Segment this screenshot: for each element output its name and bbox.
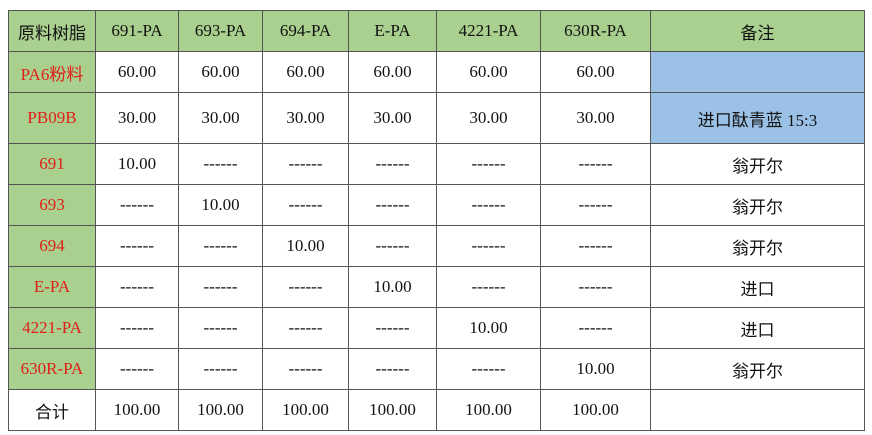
value-cell: ------ [95,266,179,308]
value-cell: ------ [540,184,651,226]
value-cell: 10.00 [540,348,651,390]
row-label: 691 [8,143,96,185]
row-label: 630R-PA [8,348,96,390]
remark-cell: 进口 [650,266,865,308]
value-cell: ------ [348,307,437,349]
header-cell: E-PA [348,10,437,52]
header-cell: 694-PA [262,10,349,52]
value-cell: ------ [348,143,437,185]
value-cell: ------ [436,143,541,185]
remark-cell [650,51,865,93]
recipe-table: 原料树脂 691-PA 693-PA 694-PA E-PA 4221-PA 630R-PA… [8,10,865,431]
value-cell: 60.00 [540,51,651,93]
value-cell: 30.00 [436,92,541,144]
value-cell: 60.00 [262,51,349,93]
value-cell: ------ [262,266,349,308]
value-cell: ------ [348,225,437,267]
header-cell: 693-PA [178,10,263,52]
row-label: 694 [8,225,96,267]
value-cell: ------ [436,184,541,226]
value-cell: ------ [436,225,541,267]
value-cell: ------ [262,348,349,390]
header-row: 原料树脂 691-PA 693-PA 694-PA E-PA 4221-PA 630R-PA… [8,10,865,52]
data-row: E-PA ------ ------ ------ 10.00 ------ ------ 进… [8,266,865,308]
value-cell: 60.00 [95,51,179,93]
value-cell: 10.00 [95,143,179,185]
value-cell: 100.00 [178,389,263,431]
value-cell: ------ [178,266,263,308]
value-cell: 30.00 [348,92,437,144]
data-row: 691 10.00 ------ ------ ------ ------ ------ 翁开… [8,143,865,185]
remark-cell: 翁开尔 [650,348,865,390]
value-cell: 10.00 [348,266,437,308]
row-label: 合计 [8,389,96,431]
value-cell: 100.00 [95,389,179,431]
value-cell: 100.00 [348,389,437,431]
value-cell: 10.00 [178,184,263,226]
remark-cell: 翁开尔 [650,143,865,185]
value-cell: ------ [262,307,349,349]
value-cell: ------ [178,348,263,390]
header-cell: 4221-PA [436,10,541,52]
value-cell: ------ [540,225,651,267]
value-cell: ------ [95,225,179,267]
row-label: 693 [8,184,96,226]
data-row: 693 ------ 10.00 ------ ------ ------ ------ 翁开… [8,184,865,226]
data-row: 694 ------ ------ 10.00 ------ ------ ------ 翁开… [8,225,865,267]
value-cell: ------ [178,307,263,349]
data-row: 4221-PA ------ ------ ------ ------ 10.00 ----… [8,307,865,349]
remark-cell: 翁开尔 [650,225,865,267]
remark-cell [650,389,865,431]
value-cell: 100.00 [436,389,541,431]
header-cell: 691-PA [95,10,179,52]
value-cell: 30.00 [178,92,263,144]
row-label: PB09B [8,92,96,144]
value-cell: ------ [178,225,263,267]
remark-cell: 进口 [650,307,865,349]
value-cell: ------ [262,184,349,226]
value-cell: ------ [540,143,651,185]
value-cell: 60.00 [348,51,437,93]
data-row: 合计 100.00 100.00 100.00 100.00 100.00 100.00 [8,389,865,431]
remark-cell: 翁开尔 [650,184,865,226]
value-cell: ------ [348,184,437,226]
value-cell: ------ [262,143,349,185]
value-cell: ------ [95,307,179,349]
value-cell: ------ [95,184,179,226]
header-cell: 备注 [650,10,865,52]
value-cell: 100.00 [262,389,349,431]
value-cell: ------ [540,266,651,308]
value-cell: 30.00 [262,92,349,144]
header-cell: 原料树脂 [8,10,96,52]
value-cell: ------ [95,348,179,390]
row-label: 4221-PA [8,307,96,349]
value-cell: ------ [436,266,541,308]
value-cell: ------ [540,307,651,349]
remark-cell: 进口酞青蓝 15:3 [650,92,865,144]
row-label: E-PA [8,266,96,308]
data-row: 630R-PA ------ ------ ------ ------ ------ 10.… [8,348,865,390]
value-cell: 60.00 [178,51,263,93]
data-row: PB09B 30.00 30.00 30.00 30.00 30.00 30.00 进口酞青蓝… [8,92,865,144]
row-label: PA6粉料 [8,51,96,93]
value-cell: ------ [178,143,263,185]
value-cell: 100.00 [540,389,651,431]
value-cell: 30.00 [95,92,179,144]
value-cell: 30.00 [540,92,651,144]
value-cell: 10.00 [262,225,349,267]
value-cell: ------ [436,348,541,390]
value-cell: ------ [348,348,437,390]
data-row: PA6粉料 60.00 60.00 60.00 60.00 60.00 60.00 [8,51,865,93]
value-cell: 60.00 [436,51,541,93]
header-cell: 630R-PA [540,10,651,52]
value-cell: 10.00 [436,307,541,349]
